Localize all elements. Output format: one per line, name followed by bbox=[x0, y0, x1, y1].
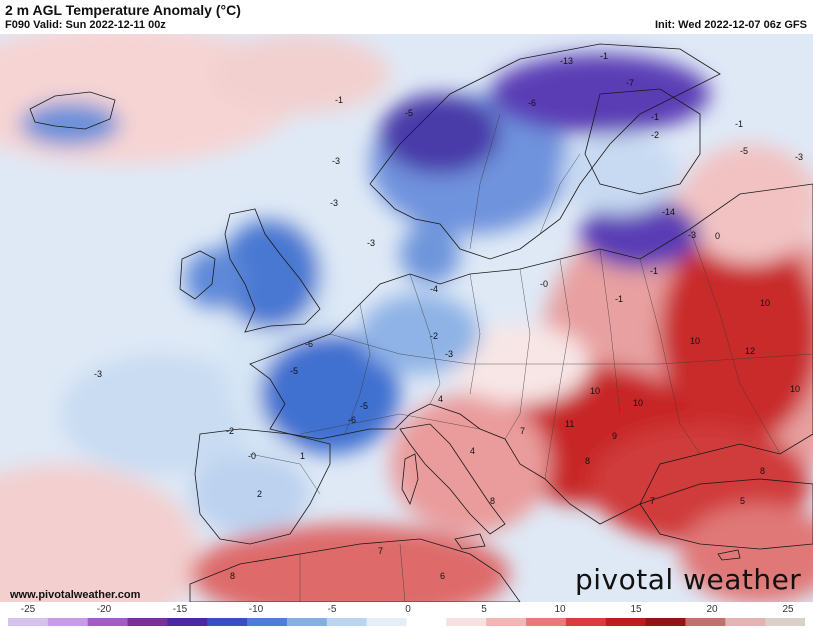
anomaly-label: 8 bbox=[230, 571, 235, 581]
colorbar-segment bbox=[765, 618, 805, 626]
colorbar-tick-label: -5 bbox=[327, 604, 337, 615]
anomaly-map: -1 -5 -3 -3 -3 -13 -1 -7 -6 -1 -2 -1 -5 -3 -14 -3 0 -1 -1 -… bbox=[0, 34, 813, 602]
colorbar-segment bbox=[127, 618, 168, 626]
borders bbox=[249, 113, 813, 602]
colorbar-segment bbox=[286, 618, 328, 626]
anomaly-label: -2 bbox=[430, 331, 438, 341]
anomaly-label: -1 bbox=[600, 51, 608, 61]
colorbar-segment bbox=[326, 618, 368, 626]
coastlines bbox=[29, 43, 813, 602]
anomaly-label: 7 bbox=[378, 546, 383, 556]
anomaly-label: -1 bbox=[615, 294, 623, 304]
anomaly-label: 10 bbox=[760, 298, 770, 308]
colorbar-segment bbox=[207, 618, 248, 626]
anomaly-label: -2 bbox=[651, 130, 659, 140]
colorbar-segment bbox=[406, 618, 447, 626]
anomaly-label: -3 bbox=[367, 238, 375, 248]
brand-logo: pivotal weather bbox=[575, 563, 802, 596]
anomaly-value-labels: -1 -5 -3 -3 -3 -13 -1 -7 -6 -1 -2 -1 -5 -3 -14 -3 0 -1 -1 -… bbox=[94, 51, 803, 581]
colorbar-tick-label: 10 bbox=[554, 604, 566, 615]
colorbar-segment bbox=[685, 618, 726, 626]
anomaly-label: -14 bbox=[662, 207, 675, 217]
anomaly-label: -4 bbox=[430, 284, 438, 294]
anomaly-label: 10 bbox=[590, 386, 600, 396]
anomaly-label: 2 bbox=[257, 489, 262, 499]
anomaly-label: 10 bbox=[790, 384, 800, 394]
website-url[interactable]: www.pivotalweather.com bbox=[10, 589, 141, 601]
colorbar-tick-label: 25 bbox=[782, 604, 794, 615]
anomaly-label: 8 bbox=[490, 496, 495, 506]
anomaly-label: 11 bbox=[565, 419, 574, 429]
colorbar-tick-label: -10 bbox=[248, 604, 264, 615]
colorbar-tick-label: 0 bbox=[405, 604, 411, 615]
chart-header: 2 m AGL Temperature Anomaly (°C) F090 Va… bbox=[0, 0, 813, 34]
anomaly-label: 10 bbox=[690, 336, 700, 346]
anomaly-label: -1 bbox=[335, 95, 343, 105]
colorbar-segment bbox=[565, 618, 607, 626]
anomaly-label: -13 bbox=[560, 56, 573, 66]
colorbar-segment bbox=[605, 618, 647, 626]
anomaly-label: 7 bbox=[650, 496, 655, 506]
anomaly-label: -3 bbox=[688, 230, 696, 240]
colorbar-segment bbox=[247, 618, 288, 626]
anomaly-label: 7 bbox=[520, 426, 525, 436]
colorbar-tick-label: 15 bbox=[630, 604, 642, 615]
anomaly-label: -5 bbox=[360, 401, 368, 411]
colorbar-segment bbox=[486, 618, 527, 626]
anomaly-label: 9 bbox=[612, 431, 617, 441]
anomaly-label: -5 bbox=[740, 146, 748, 156]
anomaly-label: 1 bbox=[300, 451, 305, 461]
anomaly-label: -7 bbox=[626, 78, 634, 88]
anomaly-label: 8 bbox=[760, 466, 765, 476]
map-canvas: -1 -5 -3 -3 -3 -13 -1 -7 -6 -1 -2 -1 -5 -3 -14 -3 0 -1 -1 -… bbox=[0, 34, 813, 602]
colorbar-segment bbox=[87, 618, 129, 626]
init-time: Init: Wed 2022-12-07 06z GFS bbox=[654, 19, 807, 31]
colorbar-segment bbox=[8, 618, 49, 626]
valid-time: F090 Valid: Sun 2022-12-11 00z bbox=[5, 19, 166, 31]
colorbar-segment bbox=[446, 618, 487, 626]
anomaly-label: -6 bbox=[348, 415, 356, 425]
anomaly-label: -1 bbox=[650, 266, 658, 276]
anomaly-label: 6 bbox=[440, 571, 445, 581]
anomaly-label: 4 bbox=[470, 446, 475, 456]
colorbar-tick-label: 20 bbox=[706, 604, 718, 615]
anomaly-label: -3 bbox=[795, 152, 803, 162]
anomaly-label: 10 bbox=[633, 398, 643, 408]
anomaly-label: -6 bbox=[305, 339, 313, 349]
map-title: 2 m AGL Temperature Anomaly (°C) bbox=[5, 2, 241, 18]
colorbar-segment bbox=[725, 618, 766, 626]
anomaly-label: 12 bbox=[745, 346, 755, 356]
anomaly-label: -3 bbox=[94, 369, 102, 379]
anomaly-label: -5 bbox=[290, 366, 298, 376]
anomaly-label: -5 bbox=[405, 108, 413, 118]
anomaly-label: -3 bbox=[332, 156, 340, 166]
colorbar-tick-label: -20 bbox=[96, 604, 112, 615]
colorbar-tick-label: -15 bbox=[172, 604, 188, 615]
anomaly-label: -6 bbox=[528, 98, 536, 108]
colorbar-segment bbox=[526, 618, 567, 626]
anomaly-label: -1 bbox=[651, 112, 659, 122]
colorbar-tick-label: 5 bbox=[481, 604, 487, 615]
anomaly-label: -3 bbox=[330, 198, 338, 208]
colorbar-segment bbox=[645, 618, 686, 626]
anomaly-field bbox=[0, 34, 813, 602]
anomaly-label: -0 bbox=[540, 279, 548, 289]
anomaly-label: 4 bbox=[438, 394, 443, 404]
anomaly-label: 0 bbox=[715, 231, 720, 241]
anomaly-label: 8 bbox=[585, 456, 590, 466]
colorbar-segment bbox=[167, 618, 208, 626]
colorbar-segment bbox=[47, 618, 89, 626]
anomaly-label: 5 bbox=[740, 496, 745, 506]
anomaly-label: -2 bbox=[226, 426, 234, 436]
anomaly-label: -1 bbox=[735, 119, 743, 129]
colorbar bbox=[8, 618, 805, 626]
anomaly-label: -0 bbox=[248, 451, 256, 461]
colorbar-segment bbox=[366, 618, 407, 626]
colorbar-tick-label: -25 bbox=[20, 604, 36, 615]
anomaly-label: -3 bbox=[445, 349, 453, 359]
